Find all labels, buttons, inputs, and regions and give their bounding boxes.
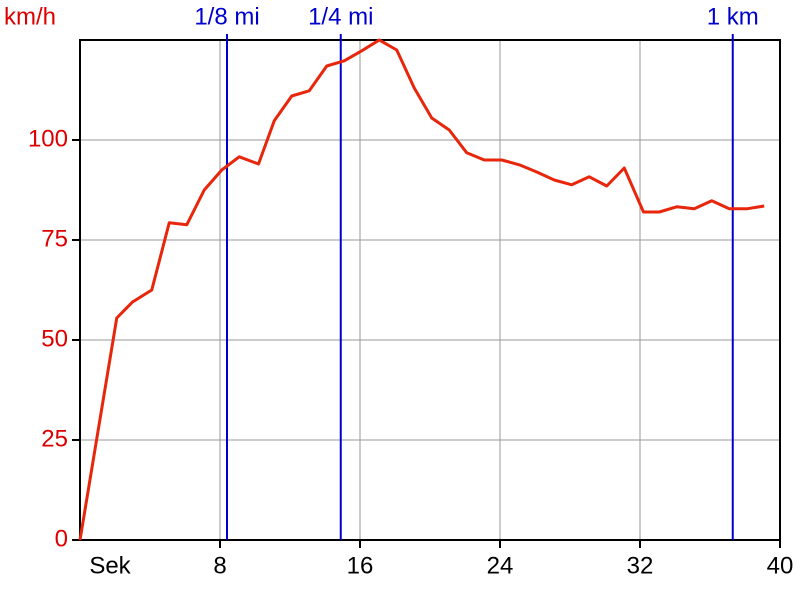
x-tick-label: 40 (767, 552, 794, 579)
x-tick-label: 8 (213, 552, 226, 579)
distance-marker-label: 1 km (707, 3, 759, 30)
y-tick-label: 25 (41, 425, 68, 452)
x-tick-label: 24 (487, 552, 514, 579)
speed-line (78, 38, 765, 541)
y-tick-label: 0 (55, 525, 68, 552)
y-axis-label: km/h (4, 3, 56, 30)
y-tick-label: 100 (28, 125, 68, 152)
distance-marker-label: 1/4 mi (308, 3, 373, 30)
x-tick-label: 16 (347, 552, 374, 579)
distance-marker-label: 1/8 mi (194, 3, 259, 30)
x-axis-label: Sek (89, 552, 131, 579)
plot-frame (79, 39, 781, 541)
y-tick-label: 75 (41, 225, 68, 252)
y-tick-label: 50 (41, 325, 68, 352)
x-tick-label: 32 (627, 552, 654, 579)
